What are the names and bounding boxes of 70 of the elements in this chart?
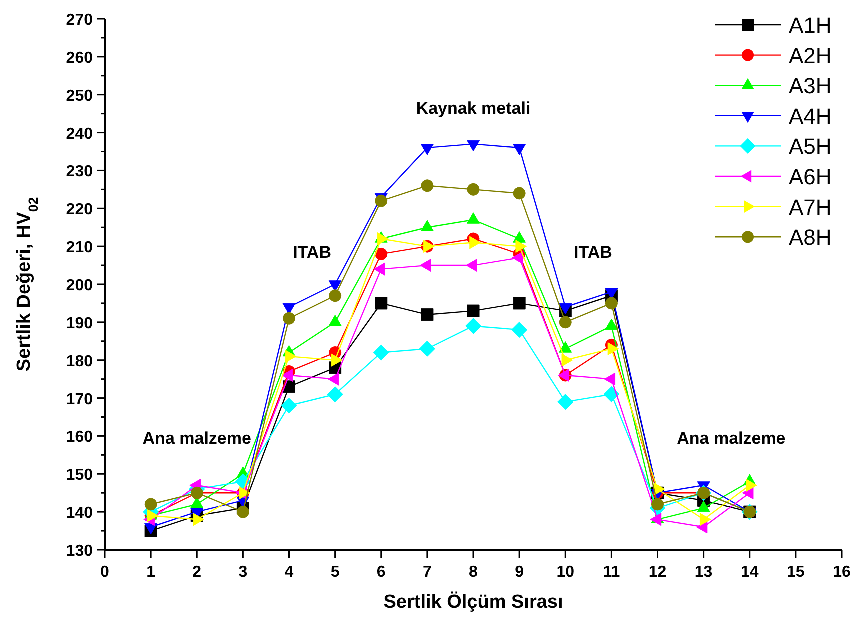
x-tick-label: 15 bbox=[787, 564, 805, 581]
point bbox=[467, 183, 480, 196]
annotation: Kaynak metali bbox=[416, 98, 531, 118]
legend-label: A8H bbox=[789, 225, 832, 250]
point bbox=[419, 340, 436, 358]
legend-label: A3H bbox=[789, 74, 832, 99]
x-tick-label: 6 bbox=[376, 564, 386, 581]
x-tick-label: 3 bbox=[238, 564, 248, 581]
legend-label: A5H bbox=[789, 134, 832, 160]
y-tick-label: 240 bbox=[66, 126, 94, 143]
y-tick-label: 230 bbox=[66, 164, 94, 181]
point bbox=[327, 386, 344, 403]
x-axis-title: Sertlik Ölçüm Sırası bbox=[384, 591, 564, 613]
y-tick-label: 150 bbox=[66, 467, 94, 484]
legend-label: A6H bbox=[789, 164, 832, 190]
point bbox=[144, 498, 158, 511]
x-tick-label: 4 bbox=[284, 564, 294, 581]
x-tick-label: 7 bbox=[422, 564, 432, 581]
point bbox=[605, 297, 618, 310]
x-tick-label: 14 bbox=[740, 564, 759, 581]
point bbox=[604, 386, 620, 403]
legend-label: A7H bbox=[789, 194, 832, 220]
y-tick-label: 250 bbox=[66, 88, 94, 105]
legend-label: A4H bbox=[789, 104, 832, 129]
legend-label: A1H bbox=[789, 13, 832, 38]
point bbox=[467, 304, 480, 318]
x-tick-label: 11 bbox=[603, 564, 620, 581]
point bbox=[373, 344, 390, 361]
annotation: Ana malzeme bbox=[677, 428, 786, 448]
y-tick-label: 160 bbox=[66, 429, 94, 446]
point bbox=[513, 187, 526, 200]
y-tick-label: 210 bbox=[66, 240, 94, 257]
point bbox=[375, 297, 388, 310]
point bbox=[283, 312, 296, 325]
point bbox=[465, 318, 482, 334]
x-tick-label: 5 bbox=[330, 564, 340, 581]
x-tick-label: 12 bbox=[648, 564, 667, 581]
x-tick-label: 2 bbox=[192, 564, 202, 581]
y-tick-label: 170 bbox=[66, 391, 94, 408]
y-tick-label: 220 bbox=[66, 202, 94, 219]
y-tick-label: 190 bbox=[66, 315, 94, 332]
point bbox=[236, 506, 250, 518]
point bbox=[559, 316, 572, 329]
point bbox=[375, 248, 388, 260]
y-tick-label: 130 bbox=[66, 543, 94, 560]
x-tick-label: 0 bbox=[100, 564, 110, 581]
y-tick-label: 140 bbox=[66, 505, 94, 522]
point bbox=[512, 322, 528, 338]
point bbox=[558, 394, 574, 410]
point bbox=[329, 290, 342, 302]
point bbox=[652, 498, 664, 511]
annotation: ITAB bbox=[293, 242, 332, 262]
point bbox=[281, 398, 298, 414]
point bbox=[421, 180, 434, 192]
y-tick-label: 270 bbox=[66, 12, 94, 29]
x-tick-label: 16 bbox=[833, 564, 851, 581]
y-tick-label: 200 bbox=[66, 278, 94, 294]
x-tick-label: 9 bbox=[515, 564, 524, 581]
point bbox=[421, 308, 434, 322]
legend-label: A2H bbox=[789, 43, 832, 68]
y-tick-label: 180 bbox=[66, 353, 94, 370]
annotation: Ana malzeme bbox=[142, 428, 252, 448]
annotation: ITAB bbox=[574, 242, 612, 262]
point bbox=[375, 194, 388, 208]
y-tick-label: 260 bbox=[66, 50, 94, 67]
x-tick-label: 10 bbox=[556, 564, 575, 581]
x-tick-label: 1 bbox=[146, 564, 156, 581]
x-tick-label: 13 bbox=[694, 564, 713, 581]
x-tick-label: 8 bbox=[469, 564, 478, 581]
point bbox=[513, 297, 526, 310]
